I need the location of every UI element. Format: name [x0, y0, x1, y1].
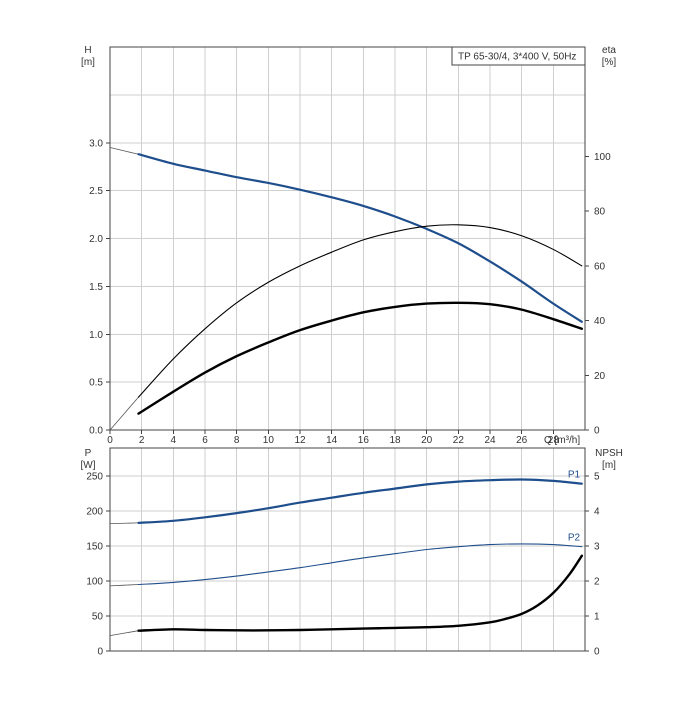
series-label-p2: P2 — [568, 533, 581, 544]
y-left-tick-label: 1.0 — [89, 330, 103, 341]
x-tick-label: 16 — [358, 435, 370, 446]
x-tick-label: 6 — [202, 435, 208, 446]
y-left-tick-label: 1.5 — [89, 282, 103, 293]
y-left-axis-unit: [m] — [81, 57, 95, 68]
y-left-axis-label: P — [85, 448, 92, 459]
curve-extension-p2 — [109, 584, 139, 587]
y-right-axis-label: eta — [602, 45, 616, 56]
y-right-axis-unit: [%] — [602, 57, 617, 68]
y-right-tick-label: 2 — [594, 577, 600, 588]
y-left-tick-label: 0.5 — [89, 378, 103, 389]
chart-title-box — [451, 46, 586, 66]
y-left-tick-label: 100 — [86, 577, 103, 588]
x-tick-label: 20 — [421, 435, 433, 446]
y-right-tick-label: 1 — [594, 612, 600, 623]
x-tick-label: 4 — [171, 435, 177, 446]
curve-extension-p1 — [109, 522, 139, 524]
y-right-tick-label: 80 — [594, 207, 606, 218]
y-right-tick-label: 60 — [594, 261, 606, 272]
y-left-axis-unit: [W] — [81, 460, 96, 471]
y-left-tick-label: 2.0 — [89, 234, 103, 245]
curve-h — [137, 153, 583, 323]
x-tick-label: 8 — [234, 435, 240, 446]
y-right-tick-label: 3 — [594, 542, 600, 553]
curve-eta — [137, 224, 583, 398]
x-tick-label: 28 — [548, 435, 560, 446]
y-left-tick-label: 50 — [92, 612, 104, 623]
x-tick-label: 10 — [263, 435, 275, 446]
x-tick-label: 26 — [516, 435, 528, 446]
chart-title: TP 65-30/4, 3*400 V, 50Hz — [458, 52, 576, 63]
y-left-tick-label: 3.0 — [89, 138, 103, 149]
x-tick-label: 12 — [294, 435, 306, 446]
x-tick-label: 24 — [484, 435, 496, 446]
y-right-tick-label: 20 — [594, 371, 606, 382]
y-right-axis-unit: [m] — [602, 460, 616, 471]
y-left-tick-label: 150 — [86, 542, 103, 553]
y-left-axis-label: H — [84, 45, 91, 56]
curve-extension-npsh — [109, 630, 139, 636]
x-tick-label: 0 — [107, 435, 113, 446]
y-left-tick-label: 200 — [86, 507, 103, 518]
y-right-tick-label: 40 — [594, 316, 606, 327]
x-tick-label: 2 — [139, 435, 145, 446]
y-left-tick-label: 0.0 — [89, 426, 103, 437]
curve-p1 — [137, 478, 583, 524]
x-tick-label: 22 — [453, 435, 465, 446]
y-right-tick-label: 0 — [594, 647, 600, 658]
chart-panel-power-npsh — [106, 447, 589, 652]
y-right-tick-label: 5 — [594, 472, 600, 483]
curve-eta-pump — [137, 301, 584, 415]
curve-npsh — [137, 554, 584, 632]
plot-frame — [109, 447, 586, 652]
curve-extension-h — [109, 147, 139, 155]
curve-extension-eta — [109, 396, 139, 431]
y-left-tick-label: 2.5 — [89, 186, 103, 197]
y-right-axis-label: NPSH — [595, 448, 623, 459]
x-axis-label: Q [m³/h] — [544, 435, 580, 446]
series-label-p1: P1 — [568, 470, 581, 481]
x-tick-label: 18 — [389, 435, 401, 446]
y-right-tick-label: 4 — [594, 507, 600, 518]
x-tick-label: 14 — [326, 435, 338, 446]
y-left-tick-label: 250 — [86, 472, 103, 483]
y-right-tick-label: 100 — [594, 152, 611, 163]
chart-panel-head-efficiency — [106, 46, 589, 434]
y-right-tick-label: 0 — [594, 426, 600, 437]
y-left-tick-label: 0 — [97, 647, 103, 658]
curve-p2 — [137, 543, 583, 586]
